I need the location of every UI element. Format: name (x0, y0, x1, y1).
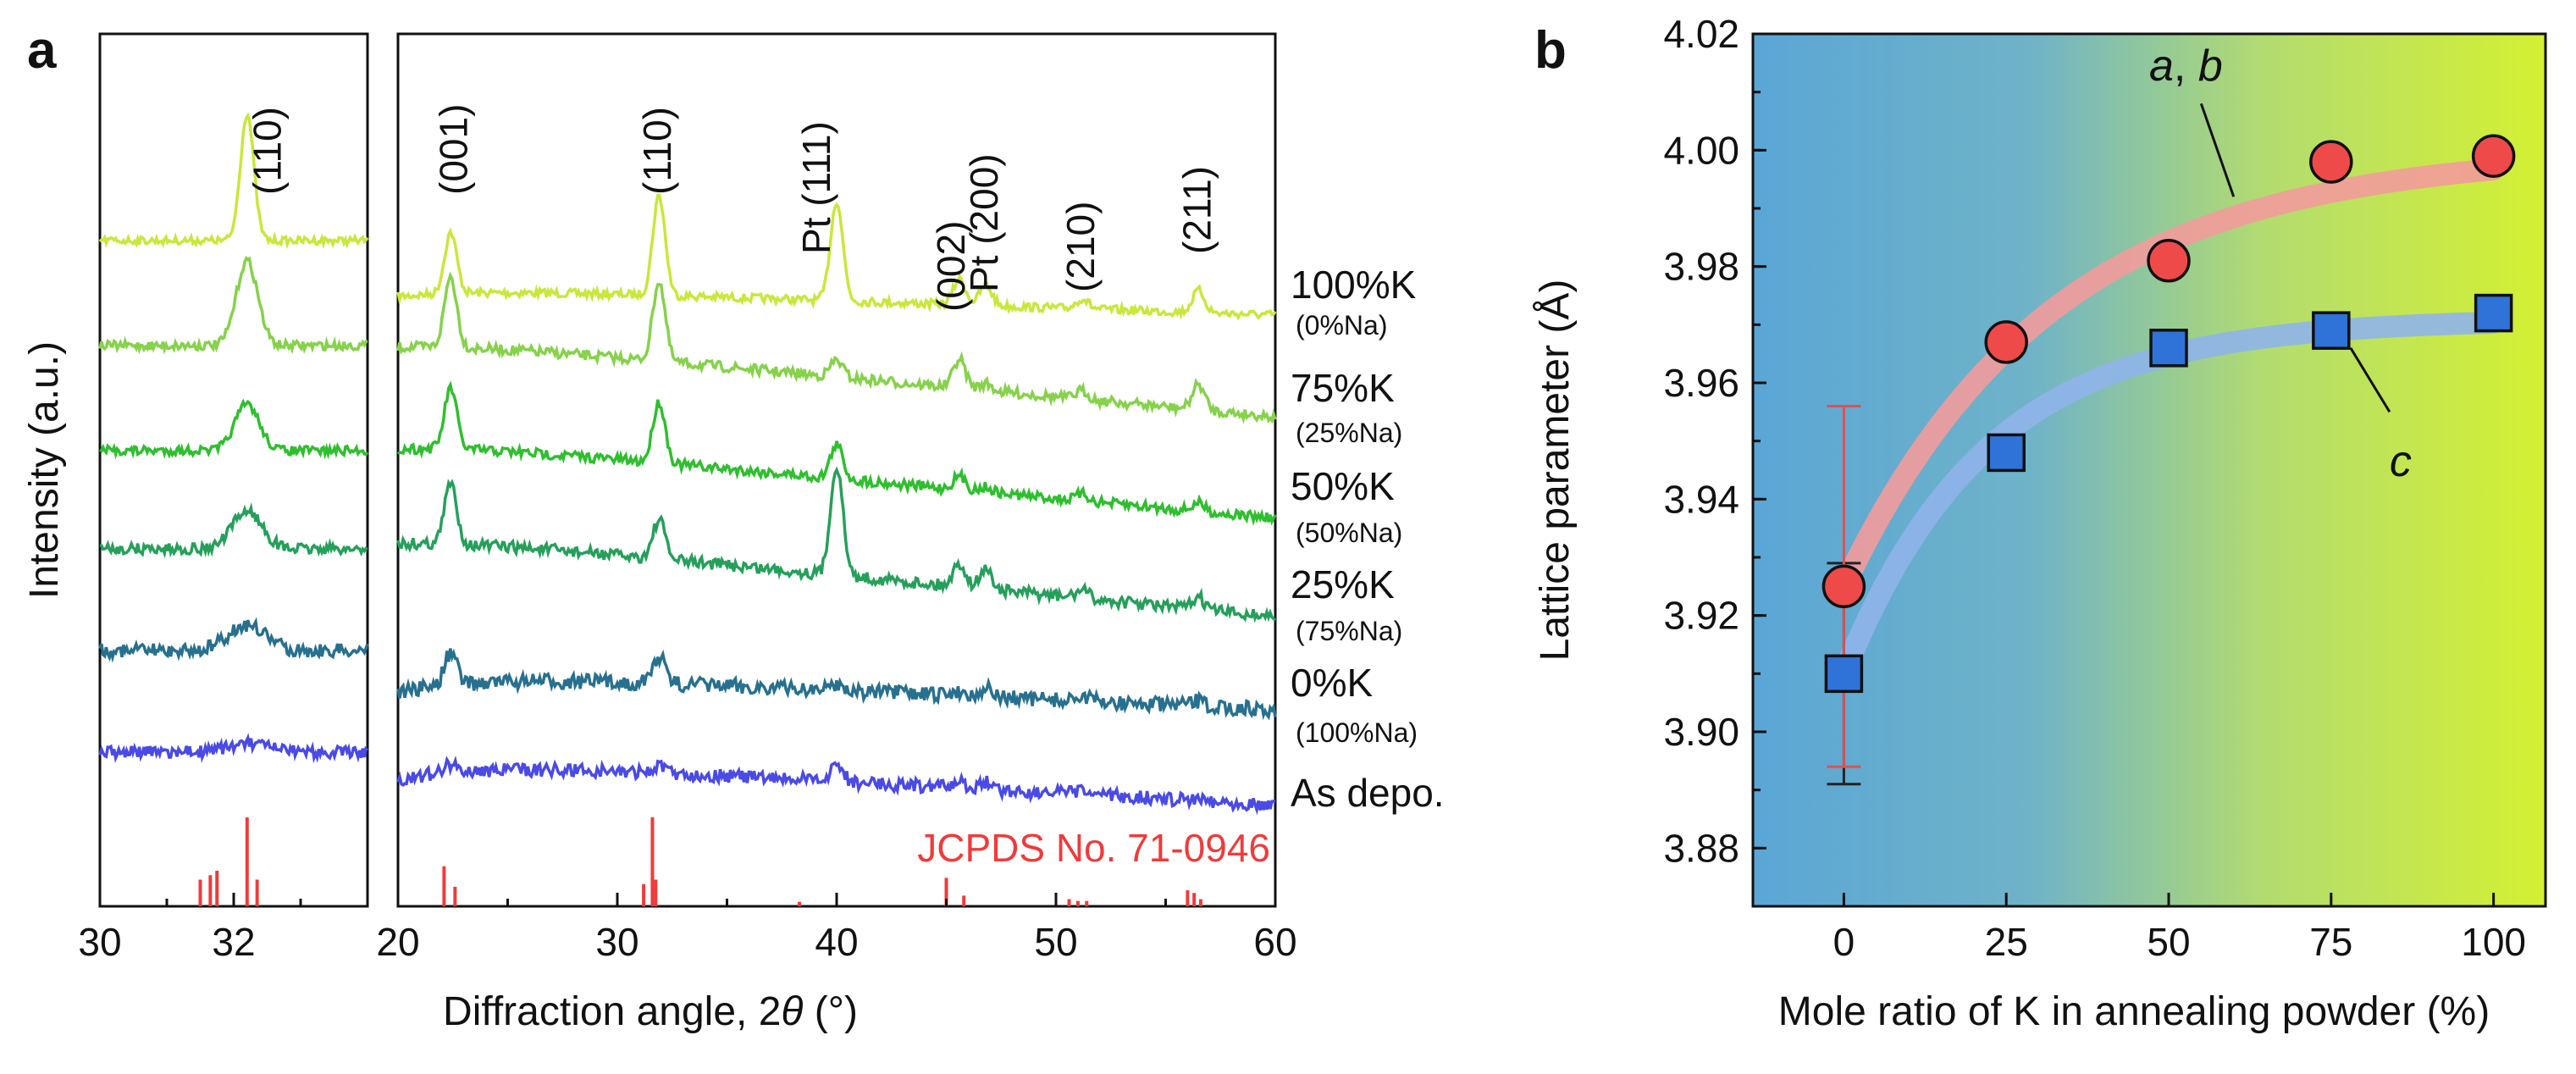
point-ab (2309, 140, 2353, 184)
b-xtick-label: 50 (2147, 920, 2190, 964)
sample-label: 100%K (1291, 263, 1417, 307)
spectra-group (98, 112, 1277, 816)
inset-xtick-label: 32 (212, 920, 255, 964)
panel-a-xticks: 30 32 20 30 40 50 60 (78, 893, 1297, 964)
peak-label-main: (210) (1059, 202, 1103, 292)
panel-b-letter: b (1534, 21, 1567, 80)
b-xtick-label: 75 (2309, 920, 2352, 964)
sample-sublabel: (0%Na) (1296, 310, 1387, 340)
panel-a-letter: a (27, 21, 57, 80)
b-ytick-label: 3.98 (1663, 245, 1739, 289)
panel-b-ylabel: Lattice parameter (Å) (1533, 280, 1578, 662)
sample-label: 0%K (1291, 661, 1373, 705)
point-ab (2471, 134, 2516, 178)
series-label-ab-b: b (2198, 42, 2223, 91)
panel-b-background (1753, 34, 2546, 906)
b-xtick-label: 100 (2461, 920, 2526, 964)
spectrum-main-0 (396, 193, 1277, 321)
sample-label: As depo. (1291, 771, 1445, 815)
point-ab (2147, 239, 2191, 283)
sample-sublabel: (75%Na) (1296, 616, 1402, 646)
spectrum-main-5 (396, 756, 1276, 816)
xlabel-theta: θ (781, 989, 803, 1034)
panel-a-xlabel: Diffraction angle, 2θ (°) (443, 989, 858, 1034)
point-c (1824, 654, 1864, 694)
spectrum-main-2 (396, 380, 1277, 526)
spectrum-inset-4 (98, 617, 369, 663)
panel-b-xlabel: Mole ratio of K in annealing powder (%) (1778, 989, 2490, 1034)
point-c (1987, 433, 2026, 473)
peak-label-main: Pt (200) (962, 153, 1006, 292)
panel-b-points (1821, 134, 2516, 694)
xlabel-prefix: Diffraction angle, 2 (443, 989, 781, 1034)
spectrum-main-3 (396, 466, 1277, 623)
sample-sublabel: (25%Na) (1296, 418, 1402, 448)
label-leader-c (2349, 347, 2391, 413)
spectrum-inset-2 (99, 398, 369, 460)
reference-label: JCPDS No. 71-0946 (917, 826, 1270, 870)
peak-label-main: (002) (929, 221, 973, 312)
main-xtick-label: 40 (815, 920, 858, 964)
spectrum-main-1 (396, 271, 1277, 424)
main-peak-labels: (001) (110) Pt (111) (002)Pt (200) (210) (211… (431, 104, 1219, 312)
spectrum-inset-0 (98, 112, 369, 250)
main-xtick-label: 60 (1253, 920, 1296, 964)
sample-sublabel: (100%Na) (1296, 717, 1418, 748)
series-label-ab-a: a (2149, 42, 2174, 91)
peak-label-main: (110) (635, 107, 679, 195)
sample-label: 50%K (1291, 464, 1395, 508)
peak-label-main: (211) (1175, 166, 1219, 254)
spectrum-inset-5 (98, 733, 369, 764)
panel-b-series-labels: a, b c (2149, 42, 2412, 486)
sample-sublabel: (50%Na) (1296, 518, 1402, 548)
b-ytick-label: 3.88 (1663, 826, 1739, 870)
b-ytick-label: 3.96 (1663, 361, 1739, 405)
panel-b-ticks: 0 25 50 75 100 3.88 3.90 3.92 3.94 3.96 3.98 4.00 4.… (1663, 12, 2526, 964)
series-label-c: c (2390, 437, 2412, 486)
main-xtick-label: 30 (595, 920, 638, 964)
b-xtick-label: 25 (1985, 920, 2028, 964)
spectrum-main-4 (396, 648, 1277, 721)
point-ab (1821, 564, 1866, 609)
b-ytick-label: 3.90 (1663, 710, 1739, 754)
b-ytick-label: 3.94 (1663, 477, 1739, 521)
point-c (2474, 293, 2513, 333)
panel-b-frame (1751, 32, 2547, 908)
peak-label-inset: (110) (246, 107, 290, 195)
xlabel-suffix: (°) (803, 989, 858, 1034)
point-c (2149, 329, 2188, 368)
spectrum-inset-3 (99, 501, 368, 559)
sample-labels: 100%K(0%Na) 75%K (25%Na) 50%K (50%Na) 25%K (75… (1291, 263, 1445, 815)
series-label-ab: a, b (2149, 42, 2223, 91)
inset-peak-labels: (110) (246, 107, 290, 195)
main-xtick-label: 20 (376, 920, 419, 964)
panel-a-ylabel: Intensity (a.u.) (22, 341, 67, 599)
series-label-ab-sep: , (2174, 42, 2198, 91)
inset-xtick-label: 30 (78, 920, 121, 964)
label-leader-ab (2199, 102, 2236, 197)
sample-label: 75%K (1291, 366, 1395, 410)
b-xtick-label: 0 (1833, 920, 1855, 964)
sample-label: 25%K (1291, 562, 1395, 606)
peak-label-main: Pt (111) (794, 121, 838, 254)
point-c (2312, 311, 2351, 350)
b-ytick-label: 4.02 (1663, 12, 1739, 56)
inset-frame (98, 32, 369, 908)
peak-label-main: (001) (431, 104, 475, 195)
b-ytick-label: 3.92 (1663, 594, 1739, 638)
spectrum-inset-1 (98, 256, 368, 355)
main-xtick-label: 50 (1034, 920, 1077, 964)
point-ab (1984, 320, 2028, 364)
b-ytick-label: 4.00 (1663, 128, 1739, 172)
